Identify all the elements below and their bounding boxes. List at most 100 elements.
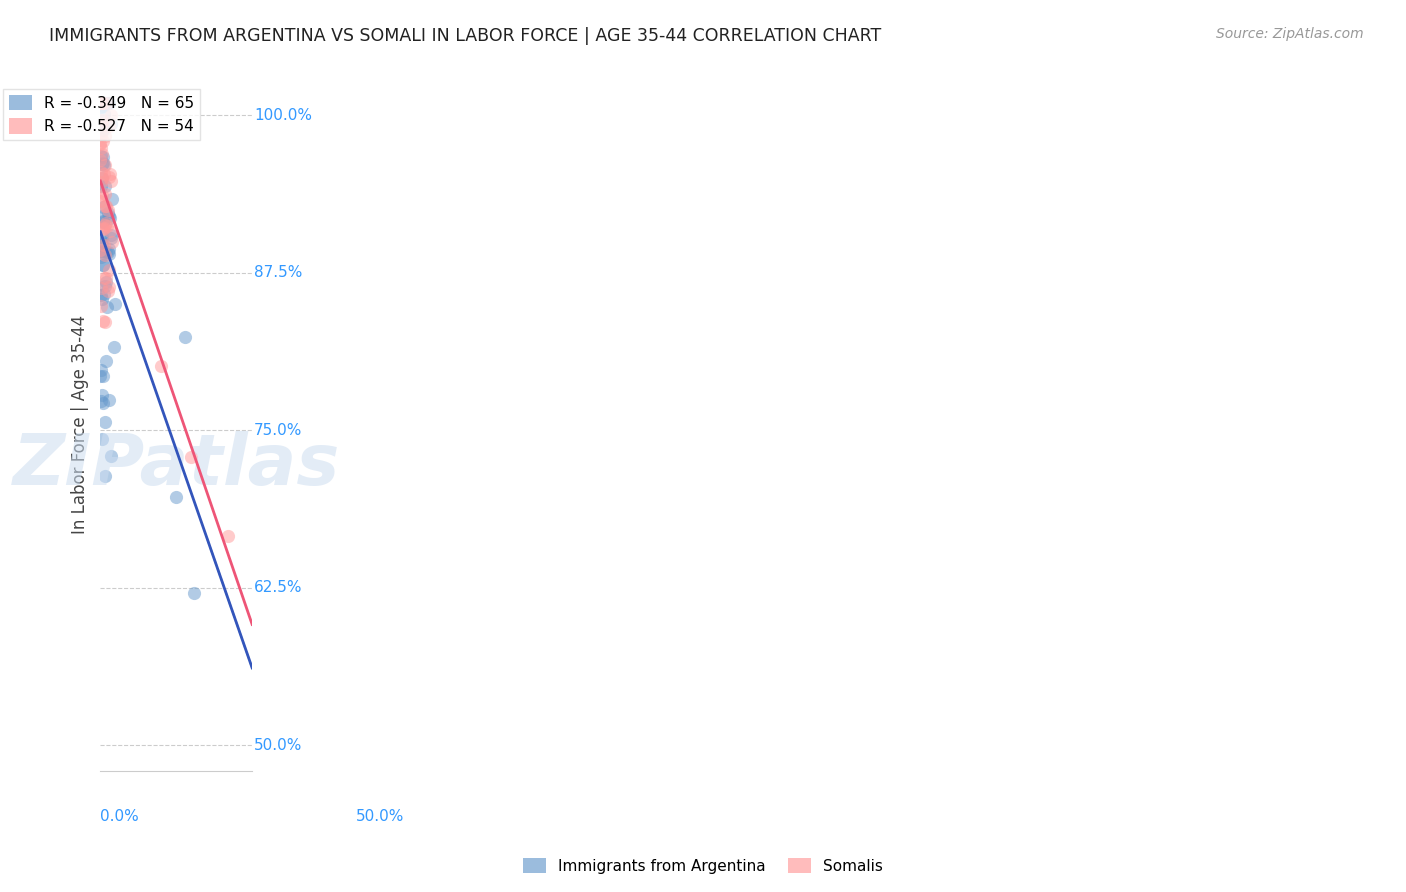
Point bbox=[91, 230, 114, 244]
Point bbox=[97, 202, 120, 217]
Point bbox=[91, 95, 114, 110]
Point bbox=[94, 218, 117, 232]
Legend: Immigrants from Argentina, Somalis: Immigrants from Argentina, Somalis bbox=[516, 852, 890, 880]
Point bbox=[98, 279, 121, 293]
Point bbox=[91, 171, 114, 186]
Point bbox=[91, 135, 114, 149]
Point bbox=[94, 187, 117, 202]
Point bbox=[91, 292, 114, 306]
Point bbox=[97, 284, 120, 298]
Point bbox=[93, 237, 115, 252]
Point bbox=[91, 369, 114, 384]
Point bbox=[90, 281, 112, 295]
Point bbox=[93, 95, 115, 110]
Point bbox=[91, 214, 114, 228]
Point bbox=[94, 270, 117, 285]
Point bbox=[89, 95, 111, 110]
Point bbox=[94, 158, 117, 172]
Point bbox=[90, 165, 112, 179]
Point bbox=[104, 297, 127, 311]
Legend: R = -0.349   N = 65, R = -0.527   N = 54: R = -0.349 N = 65, R = -0.527 N = 54 bbox=[3, 88, 201, 140]
Point bbox=[93, 315, 115, 329]
Point bbox=[93, 167, 115, 181]
Text: 0.0%: 0.0% bbox=[100, 809, 139, 824]
Point bbox=[94, 199, 117, 213]
Point bbox=[89, 153, 111, 167]
Point bbox=[96, 245, 118, 260]
Point bbox=[90, 362, 112, 376]
Point bbox=[100, 231, 122, 245]
Text: 50.0%: 50.0% bbox=[254, 738, 302, 753]
Point bbox=[103, 340, 125, 354]
Point bbox=[97, 95, 120, 110]
Text: 87.5%: 87.5% bbox=[254, 265, 302, 280]
Text: 62.5%: 62.5% bbox=[254, 581, 302, 596]
Point bbox=[98, 263, 121, 277]
Point bbox=[100, 192, 122, 206]
Point bbox=[90, 299, 112, 313]
Point bbox=[91, 210, 114, 224]
Point bbox=[93, 271, 115, 285]
Point bbox=[180, 450, 202, 464]
Point bbox=[90, 188, 112, 202]
Point bbox=[90, 95, 112, 110]
Point bbox=[183, 586, 205, 600]
Point bbox=[174, 330, 197, 344]
Point bbox=[90, 95, 112, 110]
Point bbox=[90, 100, 112, 114]
Point bbox=[91, 222, 114, 236]
Point bbox=[94, 279, 117, 293]
Point bbox=[98, 170, 121, 185]
Point bbox=[90, 394, 112, 409]
Point bbox=[91, 99, 114, 113]
Point bbox=[94, 275, 117, 289]
Point bbox=[94, 248, 117, 262]
Point bbox=[91, 200, 114, 214]
Point bbox=[91, 258, 114, 272]
Point bbox=[94, 178, 117, 193]
Point bbox=[90, 175, 112, 189]
Point bbox=[90, 235, 112, 250]
Point bbox=[90, 244, 112, 259]
Point bbox=[93, 95, 115, 110]
Point bbox=[94, 353, 117, 368]
Point bbox=[94, 468, 117, 483]
Point bbox=[93, 220, 115, 235]
Point bbox=[98, 95, 121, 110]
Point bbox=[89, 369, 111, 384]
Point bbox=[91, 156, 114, 170]
Point bbox=[91, 396, 114, 410]
Point bbox=[93, 159, 115, 173]
Point bbox=[96, 300, 118, 314]
Point bbox=[89, 136, 111, 151]
Point bbox=[217, 529, 239, 543]
Point bbox=[89, 194, 111, 208]
Point bbox=[90, 117, 112, 131]
Point bbox=[100, 174, 122, 188]
Point bbox=[96, 95, 118, 110]
Point bbox=[93, 107, 115, 121]
Point bbox=[100, 228, 122, 243]
Point bbox=[91, 147, 114, 161]
Point bbox=[98, 210, 121, 224]
Point bbox=[90, 128, 112, 142]
Point bbox=[93, 287, 115, 301]
Point bbox=[98, 242, 121, 256]
Point bbox=[91, 123, 114, 137]
Text: IMMIGRANTS FROM ARGENTINA VS SOMALI IN LABOR FORCE | AGE 35-44 CORRELATION CHART: IMMIGRANTS FROM ARGENTINA VS SOMALI IN L… bbox=[49, 27, 882, 45]
Point bbox=[97, 206, 120, 220]
Point bbox=[91, 150, 114, 164]
Point bbox=[96, 216, 118, 230]
Point bbox=[93, 314, 115, 328]
Point bbox=[150, 359, 173, 373]
Point bbox=[90, 140, 112, 154]
Point bbox=[98, 224, 121, 238]
Point bbox=[91, 171, 114, 186]
Point bbox=[100, 117, 122, 131]
Point bbox=[94, 128, 117, 143]
Point bbox=[90, 113, 112, 128]
Point bbox=[91, 157, 114, 171]
Point bbox=[100, 108, 122, 122]
Point bbox=[90, 95, 112, 110]
Point bbox=[94, 415, 117, 429]
